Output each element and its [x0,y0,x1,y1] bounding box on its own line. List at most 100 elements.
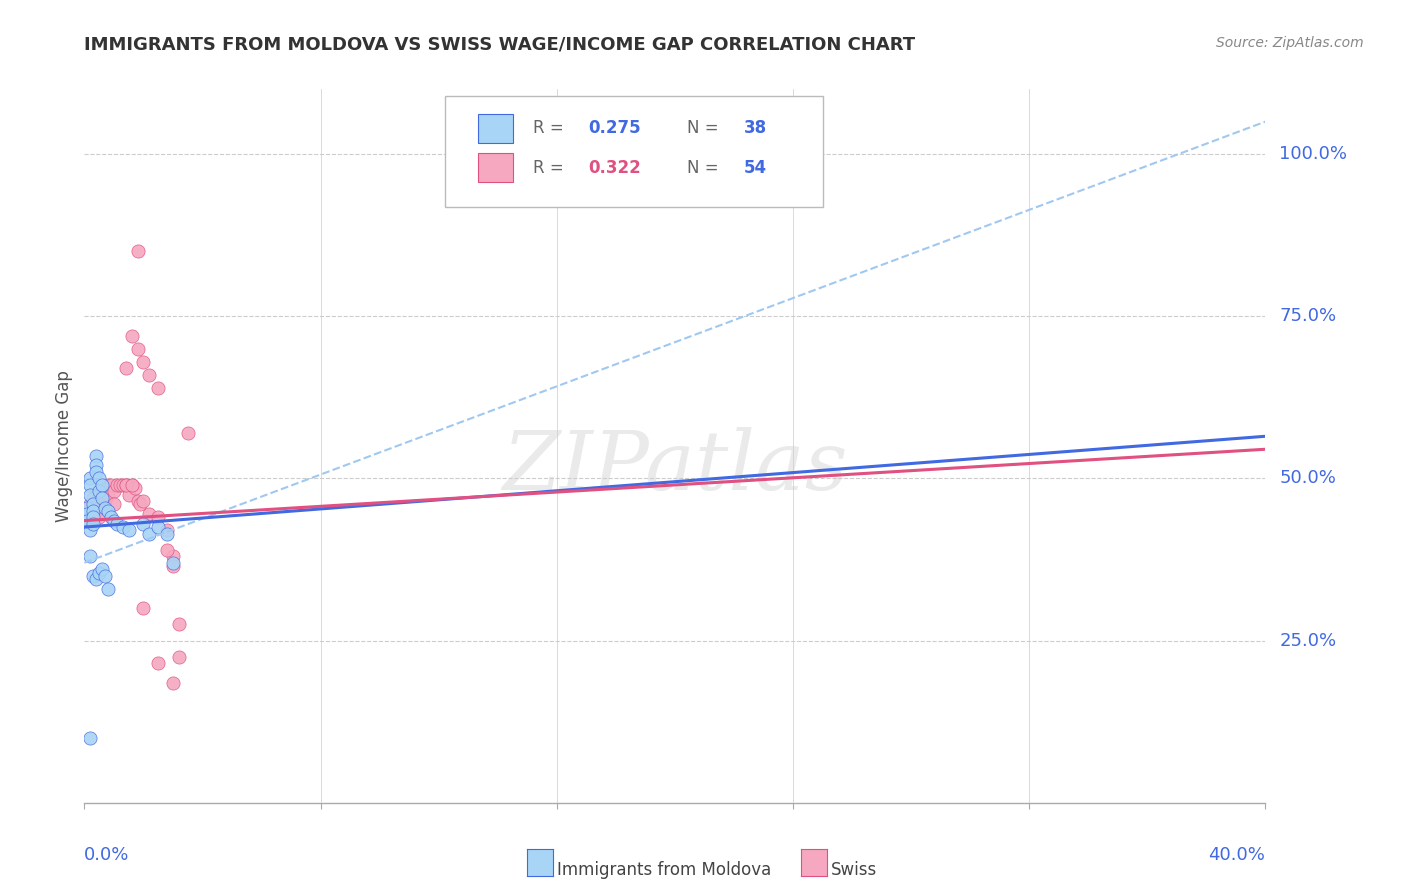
Point [97,504,120,518]
Point [132,354,155,368]
Point [132,601,155,615]
Point [118,524,141,538]
Point [156,542,179,557]
Point [148,510,170,524]
Point [84,572,107,586]
Point [124,481,146,495]
Point [94,478,117,492]
Point [138,507,160,521]
Point [148,520,170,534]
Point [138,526,160,541]
Point [114,361,136,376]
Point [91,562,114,576]
Point [94,568,117,582]
Text: Source: ZipAtlas.com: Source: ZipAtlas.com [1216,36,1364,50]
Point [132,516,155,531]
Point [111,478,134,492]
Point [156,524,179,538]
Point [148,381,170,395]
Point [82,497,104,511]
Point [94,494,117,508]
Point [84,458,107,473]
Point [82,504,104,518]
Point [79,471,101,485]
Point [82,568,104,582]
Point [121,478,143,492]
Point [91,491,114,505]
Point [162,559,184,574]
Text: IMMIGRANTS FROM MOLDOVA VS SWISS WAGE/INCOME GAP CORRELATION CHART: IMMIGRANTS FROM MOLDOVA VS SWISS WAGE/IN… [84,36,915,54]
Point [82,504,104,518]
Point [97,582,120,596]
FancyBboxPatch shape [478,114,513,143]
Point [91,478,114,492]
Text: 40.0%: 40.0% [1209,846,1265,863]
Point [108,478,131,492]
Point [82,510,104,524]
Point [105,516,128,531]
Point [82,491,104,505]
Point [114,478,136,492]
Point [103,514,125,528]
Point [127,494,149,508]
Text: N =: N = [686,159,724,177]
Point [79,488,101,502]
Point [84,497,107,511]
Text: R =: R = [533,120,569,137]
Text: 38: 38 [744,120,766,137]
Point [121,478,143,492]
Text: 100.0%: 100.0% [1279,145,1347,163]
Point [103,484,125,499]
Text: 75.0%: 75.0% [1279,307,1337,326]
Point [91,497,114,511]
Point [76,507,98,521]
Point [156,526,179,541]
Point [148,657,170,671]
Point [84,449,107,463]
Point [162,556,184,570]
Point [162,675,184,690]
Point [76,507,98,521]
Point [79,497,101,511]
Point [132,494,155,508]
Point [87,484,111,499]
Point [97,478,120,492]
Text: 25.0%: 25.0% [1279,632,1337,649]
Point [121,328,143,343]
Point [84,507,107,521]
Point [76,500,98,515]
Point [105,478,128,492]
Point [97,488,120,502]
Point [79,504,101,518]
Text: 0.275: 0.275 [589,120,641,137]
Point [177,425,200,440]
Point [129,497,152,511]
Point [167,617,190,632]
Point [167,649,190,664]
Point [76,514,98,528]
Point [79,510,101,524]
Point [87,471,111,485]
Text: R =: R = [533,159,569,177]
Point [87,500,111,515]
Point [79,524,101,538]
Point [79,478,101,492]
Point [87,566,111,580]
Point [82,516,104,531]
Point [103,497,125,511]
Point [111,520,134,534]
Point [84,500,107,515]
Point [127,342,149,356]
Point [76,514,98,528]
Y-axis label: Wage/Income Gap: Wage/Income Gap [55,370,73,522]
Text: ZIPatlas: ZIPatlas [502,427,848,508]
Point [114,478,136,492]
Point [87,494,111,508]
Text: Swiss: Swiss [831,861,877,879]
Text: 54: 54 [744,159,766,177]
Point [100,510,122,524]
Point [79,549,101,564]
Point [91,484,114,499]
Point [162,549,184,564]
Text: 0.0%: 0.0% [84,846,129,863]
